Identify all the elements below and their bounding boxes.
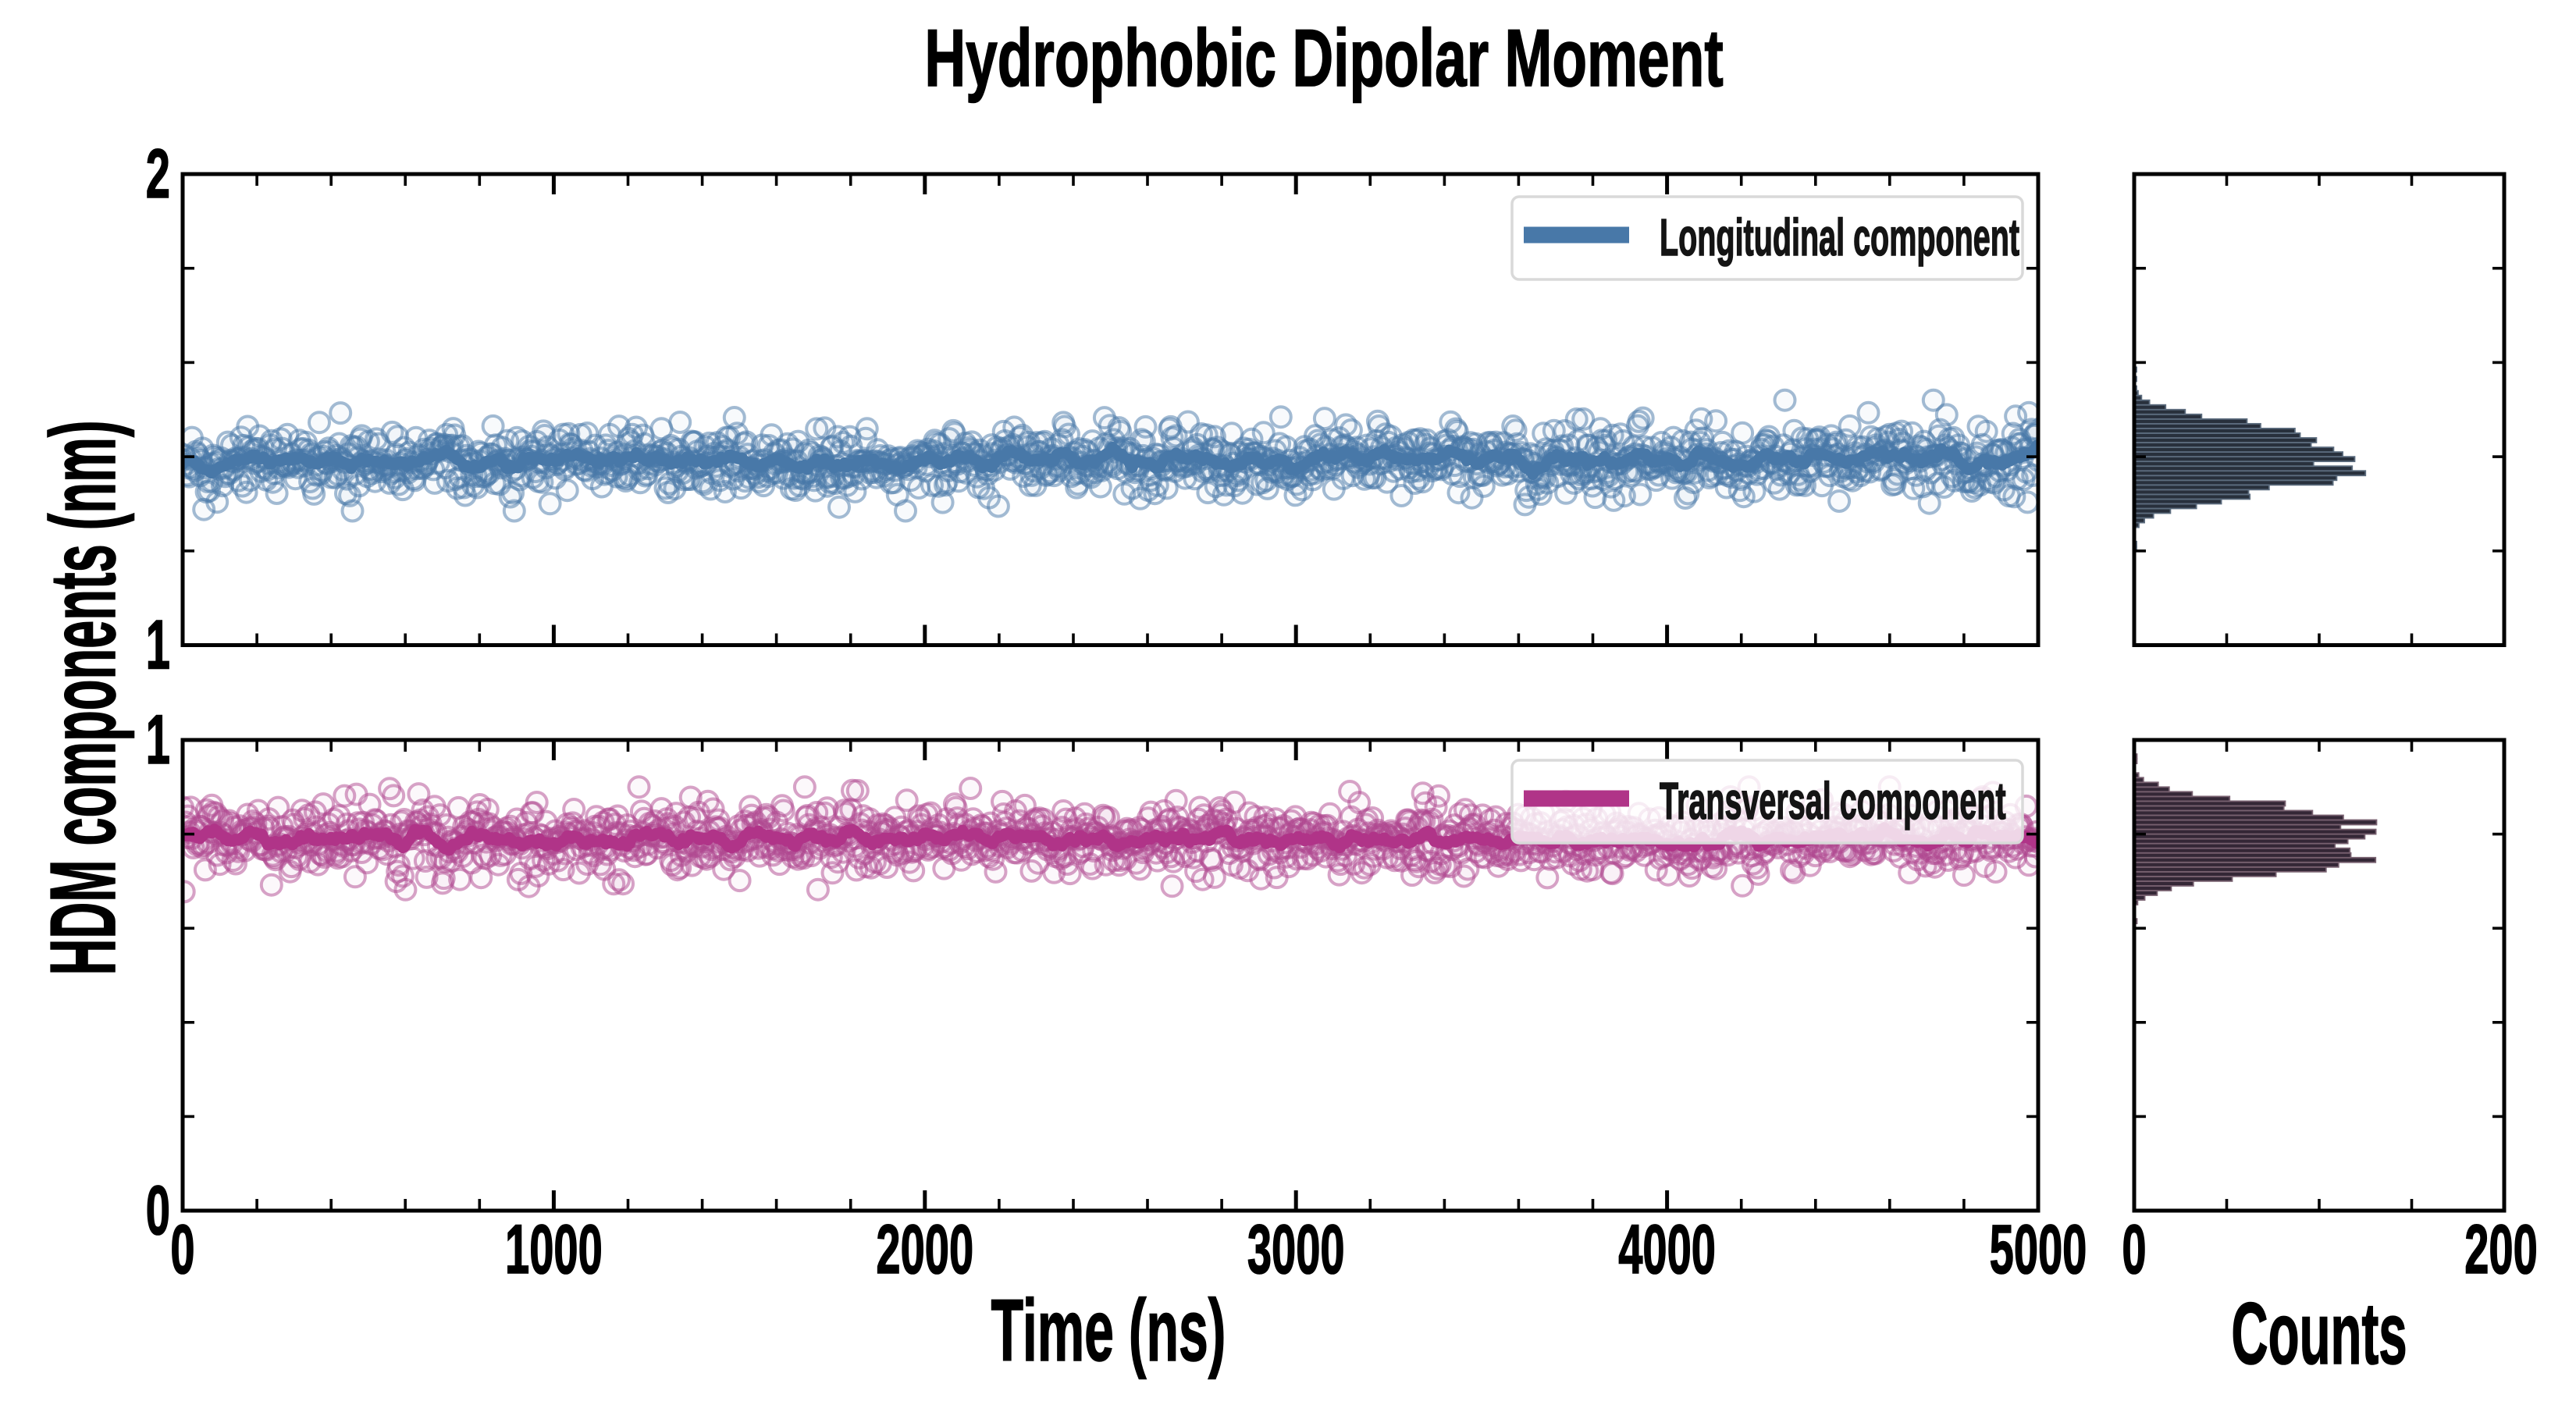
svg-text:Longitudinal component: Longitudinal component — [1660, 208, 2019, 267]
svg-text:Counts: Counts — [2231, 1286, 2407, 1383]
svg-text:200: 200 — [2464, 1211, 2538, 1288]
svg-text:Time (ns): Time (ns) — [991, 1281, 1226, 1379]
svg-text:2000: 2000 — [876, 1211, 973, 1288]
svg-text:3000: 3000 — [1247, 1211, 1345, 1288]
svg-text:0: 0 — [170, 1211, 194, 1288]
svg-text:0: 0 — [146, 1172, 170, 1249]
svg-text:1: 1 — [146, 701, 170, 778]
svg-text:HDM components (nm): HDM components (nm) — [31, 421, 135, 976]
svg-text:0: 0 — [2122, 1211, 2146, 1288]
svg-text:2: 2 — [146, 135, 170, 212]
svg-text:Hydrophobic Dipolar Moment: Hydrophobic Dipolar Moment — [924, 13, 1723, 104]
svg-text:Transversal component: Transversal component — [1660, 771, 2006, 831]
svg-text:1: 1 — [146, 606, 170, 683]
svg-text:4000: 4000 — [1618, 1211, 1716, 1288]
svg-text:5000: 5000 — [1990, 1211, 2087, 1288]
svg-text:1000: 1000 — [505, 1211, 603, 1288]
